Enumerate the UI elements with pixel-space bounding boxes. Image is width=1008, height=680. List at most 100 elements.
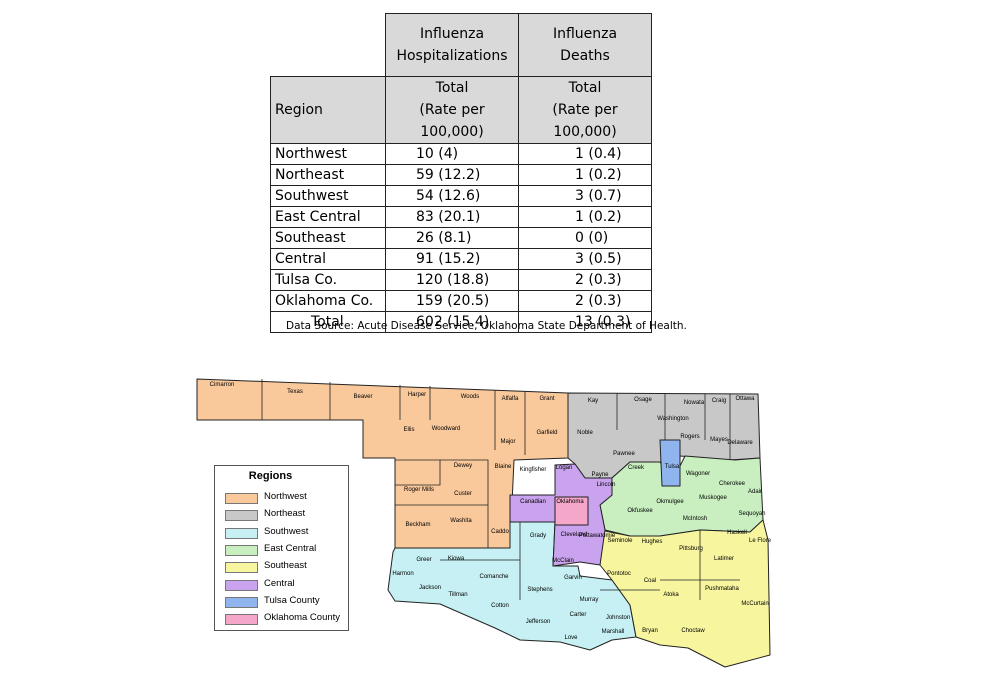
deaths-cell: 1 (0.2) bbox=[518, 206, 652, 228]
hosp-cell: 83 (20.1) bbox=[385, 206, 519, 228]
county-label: Tillman bbox=[448, 592, 467, 598]
legend-label: Northeast bbox=[264, 508, 306, 520]
county-label: Osage bbox=[634, 397, 652, 403]
table-corner-blank bbox=[270, 13, 386, 77]
legend-swatch bbox=[225, 579, 258, 591]
legend-swatch bbox=[225, 544, 258, 556]
county-label: Washington bbox=[657, 416, 688, 422]
county-label: Dewey bbox=[454, 463, 472, 469]
county-label: McCurtain bbox=[741, 601, 768, 607]
deaths-cell: 3 (0.5) bbox=[518, 248, 652, 270]
county-label: Bryan bbox=[642, 628, 658, 634]
oklahoma-county bbox=[554, 496, 589, 526]
hosp-subheader-text: Total (Rate per 100,000) bbox=[419, 80, 485, 140]
hosp-cell: 120 (18.8) bbox=[385, 269, 519, 291]
county-label: Rogers bbox=[680, 434, 699, 440]
col-deaths-header: Influenza Deaths bbox=[518, 13, 652, 77]
county-label: Craig bbox=[712, 398, 726, 404]
deaths-subheader: Total (Rate per 100,000) bbox=[518, 76, 652, 144]
hosp-cell: 91 (15.2) bbox=[385, 248, 519, 270]
county-label: Tulsa bbox=[665, 464, 680, 470]
county-label: Ellis bbox=[403, 427, 414, 433]
county-label: Harper bbox=[408, 392, 426, 398]
county-label: Washita bbox=[450, 518, 472, 524]
region-cell: Southeast bbox=[270, 227, 386, 249]
county-label: Choctaw bbox=[681, 628, 705, 634]
county-label: Woods bbox=[461, 394, 480, 400]
county-label: Logan bbox=[556, 465, 573, 471]
table-row: East Central 83 (20.1) 1 (0.2) bbox=[270, 206, 652, 228]
county-label: Stephens bbox=[527, 587, 552, 593]
region-cell: Central bbox=[270, 248, 386, 270]
county-label: Okfuskee bbox=[627, 508, 653, 514]
county-label: McClain bbox=[552, 558, 574, 564]
county-label: Jefferson bbox=[526, 619, 551, 625]
county-label: Custer bbox=[454, 491, 472, 497]
legend-label: Southeast bbox=[264, 560, 307, 572]
deaths-cell: 2 (0.3) bbox=[518, 269, 652, 291]
county-label: Alfalfa bbox=[502, 396, 519, 402]
county-label: Ottawa bbox=[735, 396, 755, 402]
hosp-cell: 159 (20.5) bbox=[385, 290, 519, 312]
county-border bbox=[440, 459, 489, 548]
county-label: Beckham bbox=[405, 522, 430, 528]
col-hosp-header-text: Influenza Hospitalizations bbox=[396, 26, 508, 64]
county-label: Roger Mills bbox=[404, 487, 434, 493]
county-label: Nowata bbox=[684, 400, 705, 406]
county-label: Beaver bbox=[353, 394, 372, 400]
region-cell: Tulsa Co. bbox=[270, 269, 386, 291]
region-header: Region bbox=[270, 76, 386, 144]
table-row: Central 91 (15.2) 3 (0.5) bbox=[270, 248, 652, 270]
county-label: Hughes bbox=[642, 539, 663, 545]
county-label: Lincoln bbox=[596, 482, 615, 488]
county-label: Grady bbox=[530, 533, 546, 539]
hosp-subheader: Total (Rate per 100,000) bbox=[385, 76, 519, 144]
county-label: Cotton bbox=[491, 603, 509, 609]
deaths-cell: 2 (0.3) bbox=[518, 290, 652, 312]
county-label: Pontotoc bbox=[607, 571, 631, 577]
table-total-row: Total 602 (15.4) 13 (0.3) bbox=[270, 311, 652, 333]
county-label: Latimer bbox=[714, 556, 734, 562]
hosp-cell: 59 (12.2) bbox=[385, 164, 519, 186]
oklahoma-region-map: Cimarron Texas Beaver Harper Woods Alfalfa Gra… bbox=[196, 378, 772, 668]
county-label: Woodward bbox=[432, 426, 461, 432]
county-label: Coal bbox=[644, 578, 656, 584]
county-label: Le Flore bbox=[749, 538, 772, 544]
east-central-region bbox=[599, 455, 764, 537]
county-label: Adair bbox=[748, 489, 762, 495]
hosp-cell: 54 (12.6) bbox=[385, 185, 519, 207]
table-body: Northwest 10 (4) 1 (0.4) Northeast 59 (12.2)… bbox=[270, 143, 652, 312]
county-label: Creek bbox=[628, 465, 645, 471]
county-label: Kiowa bbox=[448, 556, 465, 562]
county-label: Wagoner bbox=[686, 471, 710, 477]
county-label: Harmon bbox=[392, 571, 413, 577]
county-label: Blaine bbox=[495, 464, 512, 470]
region-cell: Southwest bbox=[270, 185, 386, 207]
county-label: Sequoyah bbox=[738, 511, 765, 517]
table-row: Tulsa Co. 120 (18.8) 2 (0.3) bbox=[270, 269, 652, 291]
map-legend: Regions Northwest Northeast Southwest East … bbox=[214, 465, 349, 631]
legend-swatch bbox=[225, 527, 258, 539]
county-label: Marshall bbox=[602, 629, 625, 635]
hosp-cell: 10 (4) bbox=[385, 143, 519, 165]
county-label: Major bbox=[500, 439, 515, 445]
deaths-cell: 1 (0.2) bbox=[518, 164, 652, 186]
county-label: Kingfisher bbox=[520, 467, 547, 473]
county-label: Carter bbox=[570, 612, 587, 618]
legend-swatch bbox=[225, 614, 258, 626]
county-label: Okmulgee bbox=[656, 499, 684, 505]
county-label: Delaware bbox=[727, 440, 753, 446]
table-row: Southeast 26 (8.1) 0 (0) bbox=[270, 227, 652, 249]
county-label: Jackson bbox=[419, 585, 441, 591]
county-label: Oklahoma bbox=[556, 499, 584, 505]
region-cell: East Central bbox=[270, 206, 386, 228]
county-label: Johnston bbox=[606, 615, 630, 621]
county-label: Mayes bbox=[710, 437, 728, 443]
county-label: Garfield bbox=[536, 430, 557, 436]
county-label: Seminole bbox=[607, 538, 633, 544]
county-label: Muskogee bbox=[699, 495, 727, 501]
legend-label: Southwest bbox=[264, 525, 309, 537]
county-label: Kay bbox=[588, 398, 598, 404]
county-label: Cleveland bbox=[561, 532, 588, 538]
county-label: Noble bbox=[577, 430, 593, 436]
